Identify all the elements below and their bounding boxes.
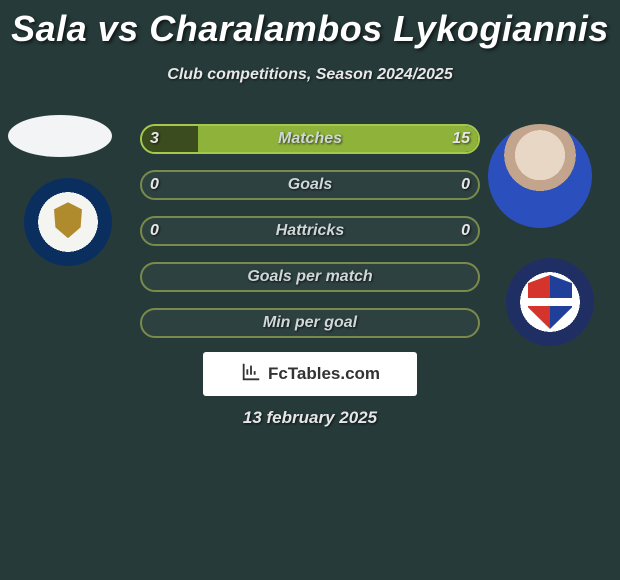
bar-row: 0 Hattricks 0 bbox=[140, 216, 480, 246]
bar-label: Hattricks bbox=[140, 216, 480, 246]
bar-label: Goals per match bbox=[140, 262, 480, 292]
bar-label: Goals bbox=[140, 170, 480, 200]
bar-label: Min per goal bbox=[140, 308, 480, 338]
bar-value-right: 15 bbox=[442, 124, 480, 154]
date-label: 13 february 2025 bbox=[0, 408, 620, 428]
player-left-avatar bbox=[8, 115, 112, 157]
watermark: FcTables.com bbox=[203, 352, 417, 396]
comparison-bars: 3 Matches 15 0 Goals 0 0 Hattricks 0 Goa… bbox=[140, 124, 480, 354]
club-right-badge bbox=[506, 258, 594, 346]
bar-label: Matches bbox=[140, 124, 480, 154]
bar-row: 0 Goals 0 bbox=[140, 170, 480, 200]
chart-icon bbox=[240, 361, 262, 388]
player-right-avatar bbox=[488, 124, 592, 228]
bar-value-right: 0 bbox=[451, 170, 480, 200]
bar-value-right: 0 bbox=[451, 216, 480, 246]
page-subtitle: Club competitions, Season 2024/2025 bbox=[0, 66, 620, 84]
bar-row: 3 Matches 15 bbox=[140, 124, 480, 154]
page-title: Sala vs Charalambos Lykogiannis bbox=[0, 0, 620, 50]
bar-row: Min per goal bbox=[140, 308, 480, 338]
club-left-badge bbox=[24, 178, 112, 266]
bar-row: Goals per match bbox=[140, 262, 480, 292]
watermark-text: FcTables.com bbox=[268, 364, 380, 384]
